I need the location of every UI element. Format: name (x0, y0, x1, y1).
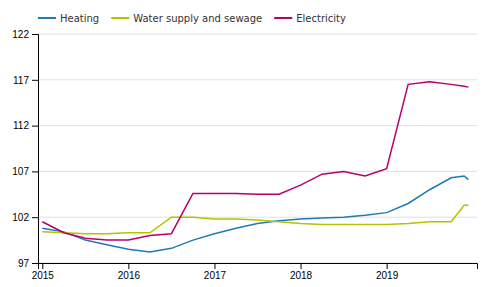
grid-line (38, 79, 477, 80)
grid (38, 34, 477, 263)
tick-mark (32, 171, 38, 172)
tick: 2016 (118, 263, 141, 281)
series-line (42, 82, 468, 240)
tick-label: 2016 (118, 270, 141, 281)
tick-mark (32, 263, 38, 264)
tick-label: 112 (13, 120, 29, 131)
plot: 2015 2016 2017 2018 2019 97 102 107 112 117 122 (12, 29, 477, 281)
tick-label: 107 (12, 166, 29, 177)
legend: Heating Water supply and sewage Electricit… (38, 13, 346, 24)
tick: 2018 (290, 263, 313, 281)
tick-mark (32, 80, 38, 81)
tick-mark (32, 126, 38, 127)
axis-line (32, 35, 39, 264)
x-axis: 2015 2016 2017 2018 2019 (32, 263, 478, 281)
legend-item: Water supply and sewage (111, 13, 262, 24)
tick-label: 117 (13, 75, 29, 86)
tick-mark (42, 263, 43, 269)
tick-label: 122 (12, 29, 29, 40)
tick: 122 (12, 29, 38, 40)
lines (42, 82, 468, 252)
legend-item: Heating (38, 13, 99, 24)
y-axis: 97 102 107 112 117 122 (12, 29, 38, 269)
axis-line (39, 264, 478, 270)
tick: 117 (13, 75, 38, 86)
tick-mark (128, 263, 129, 269)
legend-item: Electricity (274, 13, 346, 24)
legend-swatch (274, 17, 292, 19)
tick-label: 102 (12, 212, 29, 223)
tick-label: 2017 (204, 270, 227, 281)
tick-mark (387, 263, 388, 269)
legend-label: Electricity (296, 13, 346, 24)
legend-label: Water supply and sewage (133, 13, 262, 24)
grid-line (38, 171, 477, 172)
series-line (42, 205, 468, 233)
tick: 112 (13, 120, 38, 131)
tick: 2019 (376, 263, 399, 281)
tick-mark (32, 217, 38, 218)
tick-mark (32, 34, 38, 35)
tick-label: 2019 (376, 270, 399, 281)
tick: 2015 (32, 263, 55, 281)
legend-swatch (111, 17, 129, 19)
tick-mark (301, 263, 302, 269)
legend-label: Heating (60, 13, 99, 24)
chart: 2015 2016 2017 2018 2019 97 102 107 112 117 122 Hea… (0, 0, 493, 287)
tick: 107 (12, 166, 38, 177)
tick-label: 97 (18, 258, 30, 269)
grid-line (38, 125, 477, 126)
tick-label: 2015 (32, 270, 55, 281)
tick-mark (214, 263, 215, 269)
tick-label: 2018 (290, 270, 313, 281)
tick: 102 (12, 212, 38, 223)
tick: 97 (18, 258, 38, 269)
grid-line (38, 217, 477, 218)
legend-swatch (38, 17, 56, 19)
tick: 2017 (204, 263, 227, 281)
grid-line (38, 34, 477, 35)
